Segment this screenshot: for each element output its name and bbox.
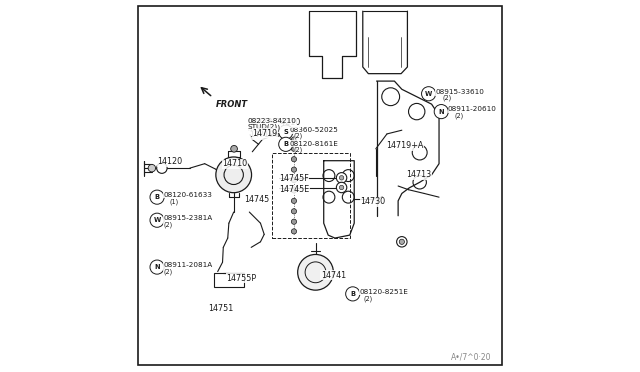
Text: (2): (2) <box>164 268 173 275</box>
Text: 14719: 14719 <box>250 130 275 139</box>
Text: 14755P: 14755P <box>227 274 257 283</box>
Circle shape <box>339 176 344 180</box>
Circle shape <box>261 133 264 137</box>
Text: B: B <box>350 291 355 297</box>
Circle shape <box>399 239 404 244</box>
Text: (1): (1) <box>170 198 179 205</box>
Circle shape <box>339 185 344 190</box>
Text: B: B <box>284 141 288 147</box>
Circle shape <box>422 87 436 101</box>
Circle shape <box>276 133 280 137</box>
Circle shape <box>283 133 287 137</box>
Text: 14751: 14751 <box>207 304 233 312</box>
Text: W: W <box>425 91 432 97</box>
Text: 08915-2381A: 08915-2381A <box>164 215 213 221</box>
Text: 14719+A: 14719+A <box>386 141 424 150</box>
Text: 08120-61633: 08120-61633 <box>164 192 212 198</box>
Text: 14120: 14120 <box>157 157 182 166</box>
Text: 08911-2081A: 08911-2081A <box>164 262 213 268</box>
Text: 08223-84210: 08223-84210 <box>248 118 301 127</box>
Circle shape <box>157 163 167 173</box>
Text: 08915-33610: 08915-33610 <box>435 89 484 95</box>
Text: (2): (2) <box>294 146 303 153</box>
Text: 08360-52025: 08360-52025 <box>289 127 339 133</box>
Bar <box>214 273 244 287</box>
Text: (2): (2) <box>454 112 464 119</box>
Circle shape <box>278 137 293 151</box>
Circle shape <box>291 198 296 203</box>
Circle shape <box>298 254 333 290</box>
Circle shape <box>291 137 296 142</box>
Text: 14741: 14741 <box>321 271 346 280</box>
Circle shape <box>291 146 296 151</box>
Text: 14745E: 14745E <box>279 185 309 194</box>
Circle shape <box>150 213 164 227</box>
Circle shape <box>291 209 296 214</box>
Text: (2): (2) <box>442 95 451 102</box>
Circle shape <box>337 173 347 183</box>
Text: FRONT: FRONT <box>216 100 248 109</box>
Circle shape <box>291 167 296 172</box>
Text: N: N <box>438 109 444 115</box>
Text: 08911-20610: 08911-20610 <box>448 106 497 112</box>
Circle shape <box>150 260 164 274</box>
Text: 14713: 14713 <box>406 170 431 179</box>
Circle shape <box>291 157 296 162</box>
Text: (2): (2) <box>294 133 303 140</box>
Text: 08223-84210: 08223-84210 <box>248 118 296 124</box>
Text: A•/7^0·20: A•/7^0·20 <box>451 353 491 362</box>
Circle shape <box>272 133 276 137</box>
Text: 14730: 14730 <box>360 197 385 206</box>
Circle shape <box>291 177 296 183</box>
Text: B: B <box>155 194 159 200</box>
Text: 08120-8161E: 08120-8161E <box>289 141 339 147</box>
Circle shape <box>337 182 347 193</box>
Text: STUD(2): STUD(2) <box>248 124 281 133</box>
Circle shape <box>268 133 272 137</box>
Text: 08120-8251E: 08120-8251E <box>360 289 408 295</box>
Text: (2): (2) <box>363 295 372 302</box>
Text: (2): (2) <box>164 221 173 228</box>
Circle shape <box>291 219 296 224</box>
Bar <box>271 153 349 238</box>
Text: STUD(2): STUD(2) <box>248 124 278 131</box>
Text: 14710: 14710 <box>223 159 248 168</box>
Circle shape <box>264 133 268 137</box>
Text: S: S <box>284 129 288 135</box>
Text: 14745: 14745 <box>244 195 269 203</box>
Text: 14745F: 14745F <box>279 174 309 183</box>
Circle shape <box>346 287 360 301</box>
Circle shape <box>397 237 407 247</box>
Circle shape <box>291 188 296 193</box>
Circle shape <box>291 229 296 234</box>
Circle shape <box>278 125 293 139</box>
Circle shape <box>216 157 252 193</box>
Circle shape <box>148 164 156 172</box>
Text: W: W <box>154 217 161 223</box>
Circle shape <box>434 105 449 119</box>
Text: N: N <box>154 264 160 270</box>
Circle shape <box>280 133 283 137</box>
Circle shape <box>150 190 164 204</box>
Text: 14719: 14719 <box>252 129 278 138</box>
Circle shape <box>231 145 237 152</box>
